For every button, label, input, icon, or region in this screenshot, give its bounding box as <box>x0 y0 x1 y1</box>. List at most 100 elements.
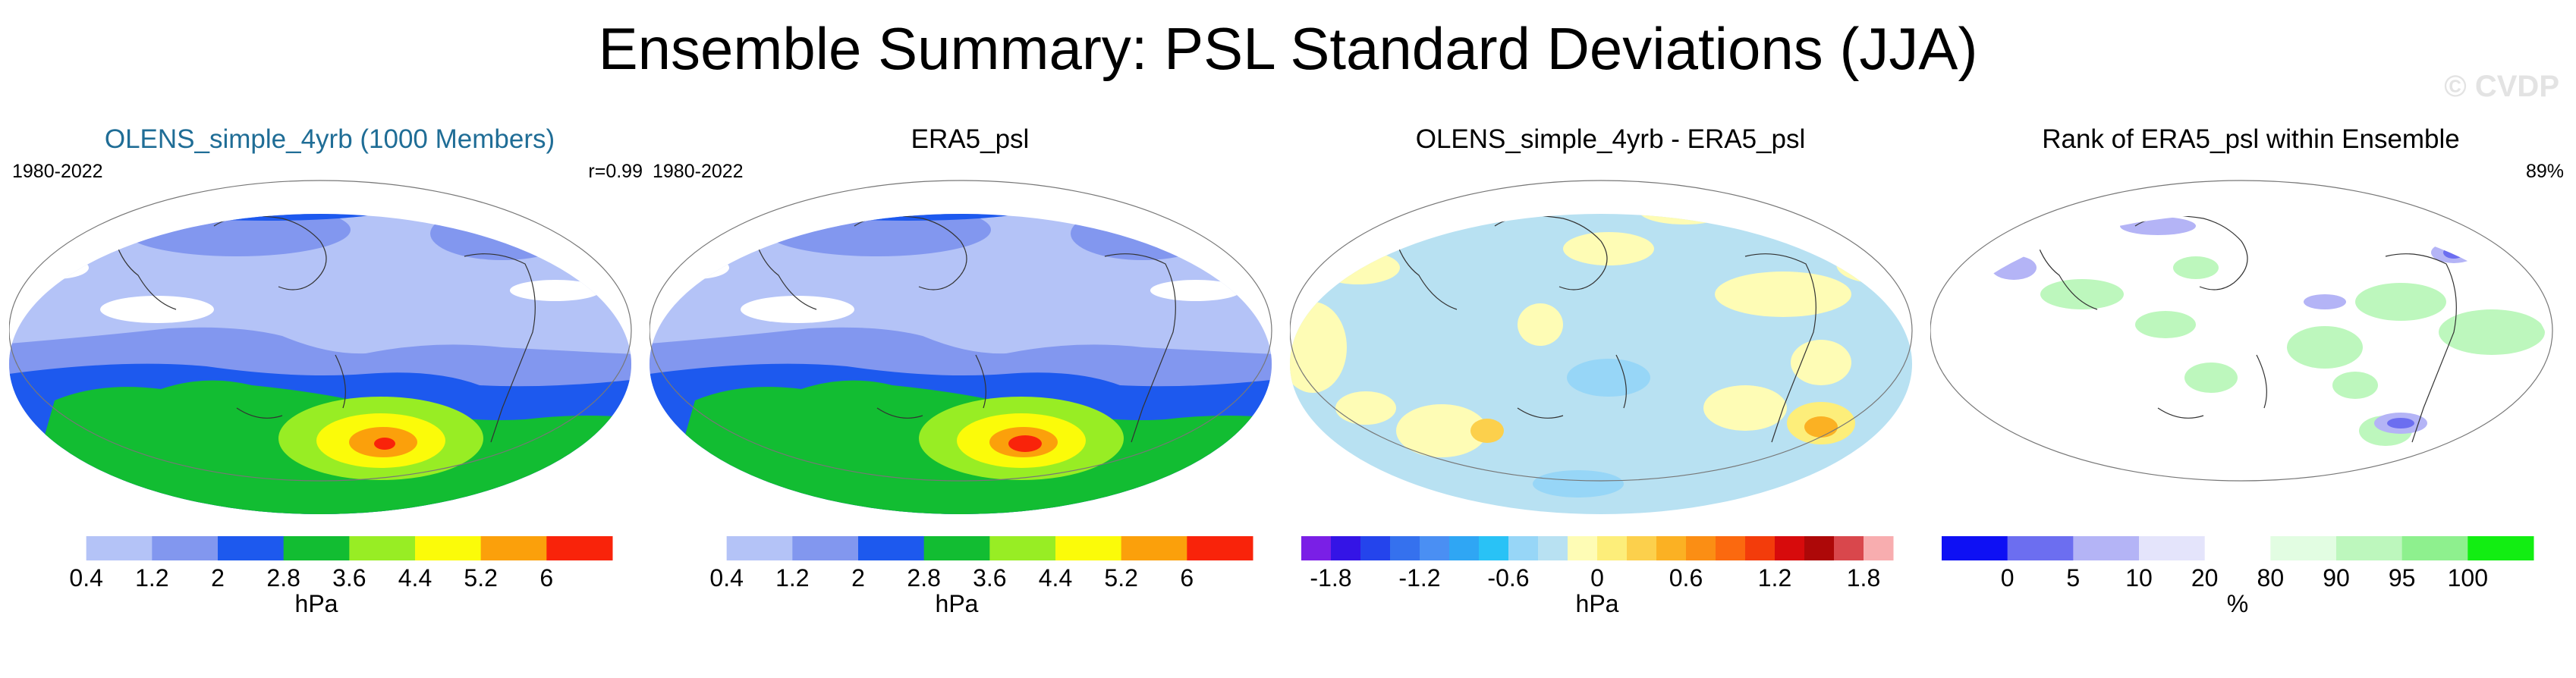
colorbar-tick-label: 0 <box>1590 564 1604 592</box>
colorbar-segment <box>1360 536 1391 560</box>
colorbar-segment <box>1804 536 1835 560</box>
colorbar-segment <box>858 536 925 560</box>
field-contour <box>2332 372 2378 399</box>
colorbar-segment <box>1331 536 1361 560</box>
colorbar-segment <box>2007 536 2074 560</box>
field-contour <box>2355 283 2446 321</box>
field-contour <box>1143 217 1219 250</box>
panel-difference: OLENS_simple_4yrb - ERA5_psl -1.8 -1.2 -0.… <box>1290 114 1931 676</box>
colorbar-segment <box>661 536 728 560</box>
field-contour <box>1930 214 2552 514</box>
panel-title: ERA5_psl <box>911 124 1030 154</box>
colorbar-tick-label: -1.8 <box>1310 564 1351 592</box>
field-contour <box>1715 272 1851 317</box>
coastline <box>335 354 346 409</box>
field-contour <box>374 438 395 450</box>
coastline <box>2157 407 2204 419</box>
field-contour <box>650 214 1272 219</box>
field-contour <box>1335 391 1396 425</box>
field-contour <box>9 214 631 219</box>
colorbar-segment <box>2204 536 2271 560</box>
colorbar-segment <box>1686 536 1716 560</box>
field-contour <box>502 217 578 250</box>
colorbar-segment <box>2073 536 2140 560</box>
map-field <box>650 214 1272 514</box>
colorbar-segment <box>1508 536 1539 560</box>
field-contour <box>1791 340 1851 385</box>
field-contour <box>2135 311 2196 338</box>
colorbar-tick-label: 20 <box>2191 564 2219 592</box>
colorbar-tick-label: 0.6 <box>1669 564 1703 592</box>
colorbar-tick-label: 1.2 <box>135 564 168 592</box>
colorbar-segment <box>2336 536 2403 560</box>
colorbar-segment <box>415 536 482 560</box>
colorbar-segment <box>1449 536 1480 560</box>
colorbar-segment <box>1568 536 1598 560</box>
colorbar-segment <box>1775 536 1805 560</box>
coastline <box>1744 253 1816 443</box>
field-contour <box>2304 294 2346 309</box>
colorbar-tick-label: 90 <box>2323 564 2350 592</box>
coastline <box>2385 253 2457 443</box>
field-contour <box>1703 385 1787 431</box>
colorbar-unit-label: hPa <box>295 590 338 617</box>
colorbar-tick-label: 1.2 <box>775 564 809 592</box>
colorbar-segment <box>1538 536 1568 560</box>
colorbar-segment <box>1055 536 1122 560</box>
field-contour <box>2173 256 2219 279</box>
field-contour <box>1071 214 1215 260</box>
colorbar-segment <box>1301 536 1332 560</box>
colorbar-segment <box>2139 536 2206 560</box>
colorbar-tick-label: 3.6 <box>332 564 366 592</box>
field-contour <box>2443 246 2464 259</box>
colorbar-segment <box>792 536 859 560</box>
colorbar-segment <box>2467 536 2534 560</box>
coastline <box>115 240 177 310</box>
colorbar-segment <box>86 536 153 560</box>
field-contour <box>2439 309 2545 355</box>
coastline <box>464 253 536 443</box>
colorbar-segment <box>923 536 990 560</box>
field-contour <box>1639 214 1730 224</box>
field-contour <box>123 214 351 256</box>
colorbar-tick-label: 4.4 <box>398 564 432 592</box>
colorbar-tick-label: 5 <box>2066 564 2080 592</box>
rank-summary-value: 89% <box>2525 161 2564 182</box>
field-contour <box>1518 303 1563 346</box>
colorbar-tick-label: 2 <box>851 564 865 592</box>
field-contour <box>2120 217 2196 235</box>
coastline <box>1104 253 1176 443</box>
colorbar-segment <box>1864 536 1894 560</box>
colorbar-tick-label: 1.2 <box>1758 564 1791 592</box>
colorbar-segment <box>349 536 416 560</box>
field-contour <box>2287 326 2363 369</box>
colorbar-tick-label: 100 <box>2448 564 2488 592</box>
field-contour <box>1150 280 1241 301</box>
colorbar-tick-label: 1.8 <box>1847 564 1880 592</box>
colorbar-tick-label: 3.6 <box>973 564 1006 592</box>
colorbar-segment <box>1121 536 1187 560</box>
map-plot: 0 5 10 20 80 90 95 100% <box>1930 180 2553 617</box>
panel-title: OLENS_simple_4yrb (1000 Members) <box>104 124 555 154</box>
field-contour <box>1396 404 1487 457</box>
colorbar-unit-label: hPa <box>936 590 979 617</box>
colorbar-tick-label: 6 <box>539 564 553 592</box>
colorbar-tick-label: 0.4 <box>709 564 743 592</box>
coastline <box>2256 354 2267 409</box>
panel-rank: Rank of ERA5_psl within Ensemble 89% 0 5 1… <box>1930 114 2571 676</box>
field-contour <box>2184 363 2238 393</box>
colorbar-segment <box>1390 536 1420 560</box>
colorbar-segment <box>1597 536 1628 560</box>
colorbar-segment <box>152 536 219 560</box>
coastline <box>1395 240 1458 310</box>
coastline <box>1615 354 1627 409</box>
colorbar-segment <box>218 536 285 560</box>
colorbar-segment <box>1420 536 1450 560</box>
colorbar-segment <box>1656 536 1687 560</box>
map-plot: -1.8 -1.2 -0.6 0 0.6 1.2 1.8 hPa <box>1290 180 1913 617</box>
panel-ensemble-mean: OLENS_simple_4yrb (1000 Members) 1980-20… <box>9 114 650 676</box>
colorbar-tick-label: 5.2 <box>1104 564 1137 592</box>
field-contour <box>510 280 601 301</box>
field-contour <box>1533 470 1624 498</box>
colorbar-segment <box>989 536 1056 560</box>
